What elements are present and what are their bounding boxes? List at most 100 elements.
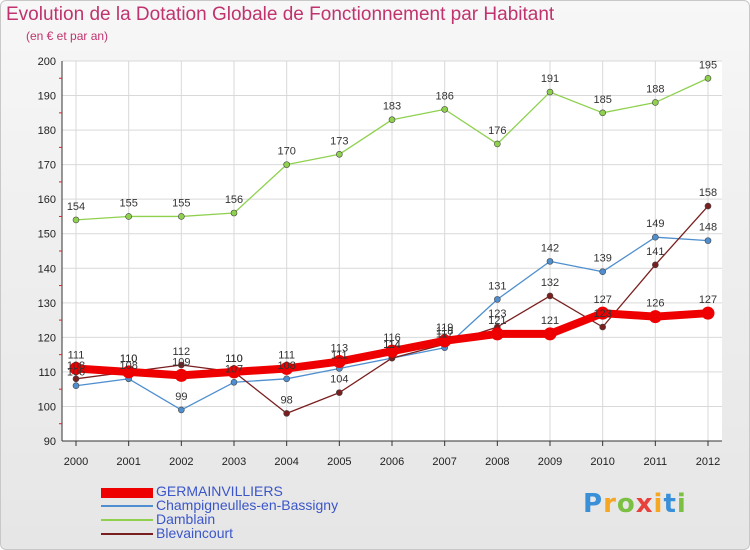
data-point	[599, 268, 606, 276]
data-label: 121	[541, 315, 559, 327]
y-tick-label: 100	[38, 401, 56, 413]
data-label: 156	[225, 194, 243, 206]
data-point	[174, 368, 188, 382]
x-tick-label: 2010	[590, 456, 614, 468]
data-label: 114	[383, 339, 401, 351]
data-point	[704, 202, 712, 210]
x-tick-label: 2003	[222, 456, 246, 468]
data-label: 111	[278, 349, 295, 361]
data-point	[280, 361, 294, 375]
x-tick-label: 2012	[696, 456, 720, 468]
data-point	[490, 327, 504, 341]
data-label: 99	[175, 391, 187, 403]
logo-letter: t	[663, 489, 677, 519]
data-label: 119	[436, 322, 454, 334]
x-tick-label: 2011	[644, 456, 668, 468]
y-tick-label: 150	[38, 229, 56, 241]
data-label: 98	[281, 394, 293, 406]
data-label: 111	[331, 349, 348, 361]
data-label: 154	[67, 201, 85, 213]
data-point	[283, 161, 290, 168]
data-label: 108	[277, 360, 295, 372]
data-label: 176	[488, 125, 506, 137]
data-point	[494, 296, 501, 303]
data-label: 118	[436, 325, 454, 337]
y-tick-label: 190	[38, 91, 56, 103]
data-point	[283, 375, 290, 383]
data-point	[543, 327, 557, 341]
x-tick-label: 2001	[116, 456, 140, 468]
data-label: 110	[225, 353, 243, 365]
data-label: 183	[383, 101, 401, 113]
x-tick-label: 2005	[327, 456, 351, 468]
data-point	[125, 213, 132, 220]
logo-letter: x	[635, 489, 654, 519]
data-label: 123	[488, 308, 506, 320]
y-tick-label: 110	[38, 367, 56, 379]
data-label: 110	[120, 353, 138, 365]
data-label: 173	[330, 135, 348, 147]
y-tick-label: 200	[38, 56, 56, 68]
data-label: 104	[330, 374, 348, 386]
data-label: 123	[593, 308, 611, 320]
x-tick-label: 2008	[485, 456, 509, 468]
data-point	[652, 233, 659, 241]
data-label: 110	[120, 353, 138, 365]
data-point	[178, 406, 185, 414]
legend-swatch	[101, 488, 153, 498]
data-label: 149	[646, 218, 664, 230]
x-tick-label: 2004	[274, 456, 298, 468]
data-label: 185	[593, 94, 611, 106]
y-tick-label: 160	[38, 194, 56, 206]
logo-letter: P	[583, 489, 604, 519]
legend-label: GERMAINVILLIERS	[156, 483, 283, 499]
data-label: 158	[699, 187, 717, 199]
data-label: 195	[699, 59, 717, 71]
data-point	[72, 216, 80, 224]
data-label: 116	[383, 332, 401, 344]
data-point	[230, 378, 238, 386]
y-tick-label: 130	[38, 298, 56, 310]
data-point	[546, 292, 554, 300]
data-point	[441, 106, 448, 113]
data-point	[494, 140, 501, 148]
y-tick-label: 140	[38, 263, 56, 275]
legend-swatch	[101, 533, 153, 535]
chart-subtitle: (en € et par an)	[26, 29, 109, 43]
legend-label: Blevaincourt	[156, 525, 234, 541]
legend-swatch	[101, 505, 153, 507]
data-label: 117	[436, 329, 454, 341]
data-point	[701, 306, 715, 320]
data-point	[72, 382, 80, 390]
data-label: 132	[541, 277, 559, 289]
data-point	[178, 361, 185, 369]
data-point	[385, 344, 399, 358]
data-label: 126	[646, 298, 664, 310]
data-label: 155	[172, 197, 190, 209]
data-label: 107	[225, 363, 243, 375]
data-label: 113	[331, 343, 349, 355]
data-point	[332, 355, 346, 369]
y-tick-label: 180	[38, 125, 56, 137]
data-point	[599, 323, 606, 331]
legend-label: Damblain	[156, 511, 216, 527]
logo-letter: i	[676, 489, 687, 519]
legend-label: Champigneulles-en-Bassigny	[156, 497, 339, 513]
logo-letter: i	[653, 489, 664, 519]
logo-letter: r	[603, 489, 617, 519]
data-point	[596, 306, 610, 320]
legend-swatch	[101, 519, 153, 521]
data-point	[72, 375, 80, 383]
data-label: 148	[699, 222, 717, 234]
data-label: 170	[277, 146, 295, 158]
x-tick-label: 2007	[432, 456, 456, 468]
data-point	[230, 209, 238, 217]
proxiti-logo: Proxiti	[583, 489, 687, 519]
data-label: 110	[225, 353, 243, 365]
x-tick-label: 2009	[538, 456, 562, 468]
data-label: 108	[119, 360, 137, 372]
data-label: 142	[541, 242, 559, 254]
data-label: 188	[646, 83, 664, 95]
